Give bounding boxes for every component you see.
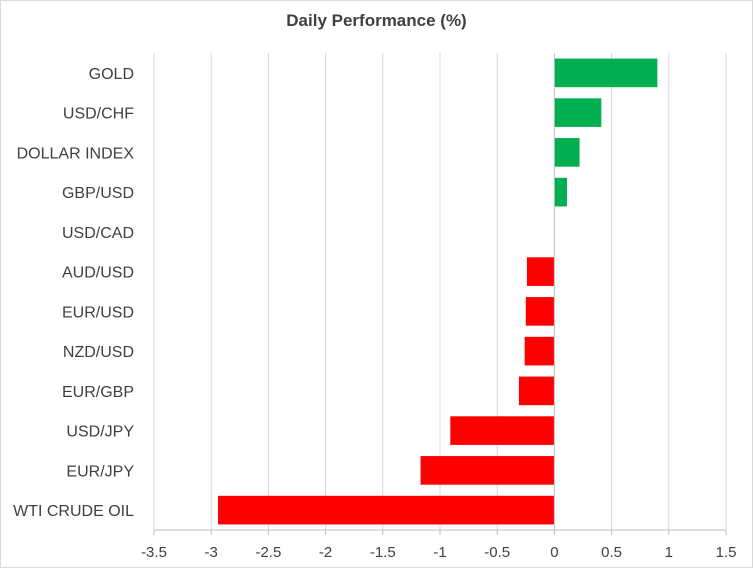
- bar-usd-jpy: [450, 416, 555, 445]
- bar-eur-jpy: [420, 456, 555, 485]
- x-tick-label: 1: [665, 544, 673, 561]
- category-label: EUR/USD: [62, 304, 134, 321]
- category-label: USD/JPY: [66, 424, 134, 441]
- bar-eur-gbp: [518, 376, 555, 406]
- category-label: NZD/USD: [63, 344, 134, 361]
- category-label: GBP/USD: [62, 185, 134, 202]
- chart-title: Daily Performance (%): [286, 11, 467, 30]
- category-label: USD/CAD: [62, 225, 134, 242]
- category-label: EUR/GBP: [62, 384, 134, 401]
- bar-gbp-usd: [554, 177, 567, 207]
- bar-aud-usd: [526, 257, 555, 286]
- x-tick-label: -1: [433, 544, 446, 561]
- category-label: GOLD: [89, 66, 134, 83]
- category-label: EUR/JPY: [66, 463, 134, 480]
- x-tick-label: -3: [205, 544, 218, 561]
- category-label: USD/CHF: [63, 106, 134, 123]
- category-label: WTI CRUDE OIL: [13, 503, 134, 520]
- bar-wti-crude-oil: [218, 495, 555, 525]
- x-tick-label: 0.5: [601, 544, 622, 561]
- category-label: DOLLAR INDEX: [17, 145, 135, 162]
- category-label: AUD/USD: [62, 265, 134, 282]
- bar-eur-usd: [525, 297, 555, 326]
- x-tick-label: 0: [550, 544, 558, 561]
- bar-gold: [554, 58, 658, 88]
- bar-usd-chf: [554, 98, 602, 127]
- x-tick-label: -2: [319, 544, 332, 561]
- bar-nzd-usd: [524, 336, 555, 366]
- x-tick-label: -0.5: [484, 544, 510, 561]
- bar-dollar-index: [554, 138, 580, 167]
- x-tick-label: -2.5: [255, 544, 281, 561]
- x-tick-label: -3.5: [141, 544, 167, 561]
- x-tick-label: -1.5: [370, 544, 396, 561]
- x-tick-label: 1.5: [716, 544, 737, 561]
